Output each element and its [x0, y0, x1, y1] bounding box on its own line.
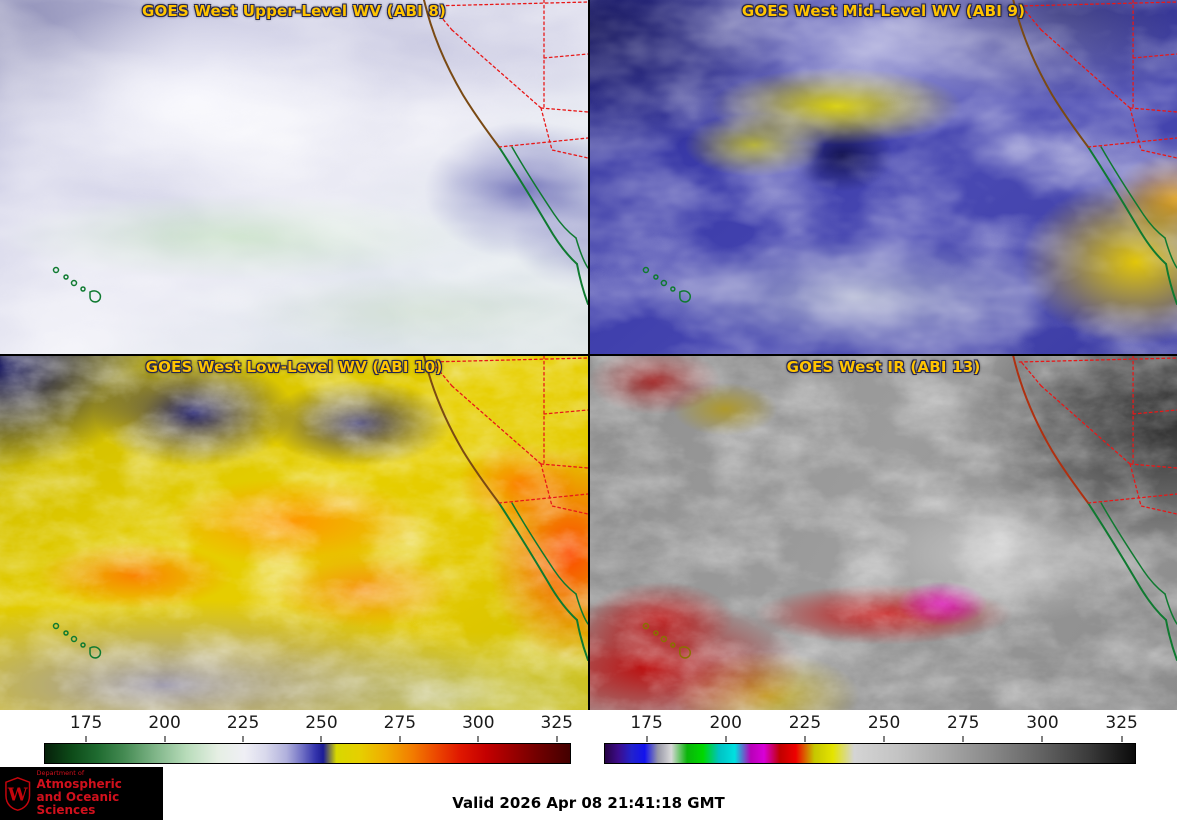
tick-label: 200: [709, 713, 742, 733]
panel-title: GOES West Upper-Level WV (ABI 8): [141, 2, 447, 20]
panel-title: GOES West Low-Level WV (ABI 10): [145, 358, 443, 376]
panel-upper-level-wv: GOES West Upper-Level WV (ABI 8): [0, 0, 588, 354]
tick-label: 225: [226, 713, 260, 733]
panel-low-level-wv: GOES West Low-Level WV (ABI 10): [0, 356, 588, 710]
ir-colorbar: 175 200 225 250 275 300 325: [604, 711, 1138, 767]
logo-name-line-1: Atmospheric: [36, 777, 122, 792]
tick-label: 325: [1105, 713, 1138, 733]
tick-mark: [477, 736, 479, 742]
tick-mark: [85, 736, 87, 742]
tick-label: 275: [383, 713, 417, 733]
tick-mark: [399, 736, 401, 742]
crest-letter: W: [7, 784, 29, 805]
tick-label: 175: [69, 713, 103, 733]
tick-label: 250: [867, 713, 901, 733]
ir-tick-marks: [604, 736, 1136, 742]
wv-colorbar-gradient: [44, 743, 571, 764]
logo-text: Department of Atmospheric and Oceanic Sc…: [36, 770, 163, 817]
wv-tick-marks: [44, 736, 571, 742]
tick-mark: [556, 736, 558, 742]
ir-colorbar-gradient: [604, 743, 1136, 764]
tick-label: 325: [540, 713, 573, 733]
map-overlay: [53, 0, 588, 304]
tick-mark: [242, 736, 244, 742]
uw-crest-icon: W: [5, 776, 31, 811]
tick-mark: [646, 736, 648, 742]
tick-mark: [164, 736, 166, 742]
aos-logo: W Department of Atmospheric and Oceanic …: [0, 767, 163, 820]
panel-ir: GOES West IR (ABI 13): [590, 356, 1177, 710]
map-overlay: [53, 356, 588, 660]
tick-label: 300: [1026, 713, 1059, 733]
ir-tick-labels: 175 200 225 250 275 300 325: [604, 713, 1138, 737]
valid-time-label: Valid 2026 Apr 08 21:41:18 GMT: [452, 794, 725, 812]
tick-mark: [320, 736, 322, 742]
tick-label: 225: [788, 713, 822, 733]
tick-mark: [804, 736, 806, 742]
cloud-texture: [590, 356, 1177, 710]
tick-label: 175: [630, 713, 663, 733]
tick-label: 300: [462, 713, 495, 733]
logo-name-line-2: and Oceanic Sciences: [36, 790, 120, 817]
tick-mark: [1041, 736, 1043, 742]
cloud-texture: [0, 356, 588, 710]
tick-mark: [725, 736, 727, 742]
cloud-texture: [0, 0, 588, 354]
map-overlay: [643, 0, 1177, 304]
panel-mid-level-wv: GOES West Mid-Level WV (ABI 9): [590, 0, 1177, 354]
tick-label: 250: [305, 713, 338, 733]
panel-title: GOES West Mid-Level WV (ABI 9): [741, 2, 1026, 20]
wv-tick-labels: 175 200 225 250 275 300 325: [44, 713, 573, 737]
wv-colorbar: 175 200 225 250 275 300 325: [44, 711, 573, 767]
logo-dept-line: Department of: [36, 769, 85, 778]
satellite-quad: GOES West Upper-Level WV (ABI 8) GOES We…: [0, 0, 1177, 710]
tick-mark: [883, 736, 885, 742]
panel-title: GOES West IR (ABI 13): [786, 358, 981, 376]
tick-mark: [962, 736, 964, 742]
colorbar-row: 175 200 225 250 275 300 325 175 200 225 …: [0, 710, 1177, 768]
tick-label: 275: [947, 713, 980, 733]
tick-mark: [1121, 736, 1123, 742]
map-overlay: [643, 356, 1177, 660]
cloud-texture: [590, 0, 1177, 354]
tick-label: 200: [148, 713, 181, 733]
